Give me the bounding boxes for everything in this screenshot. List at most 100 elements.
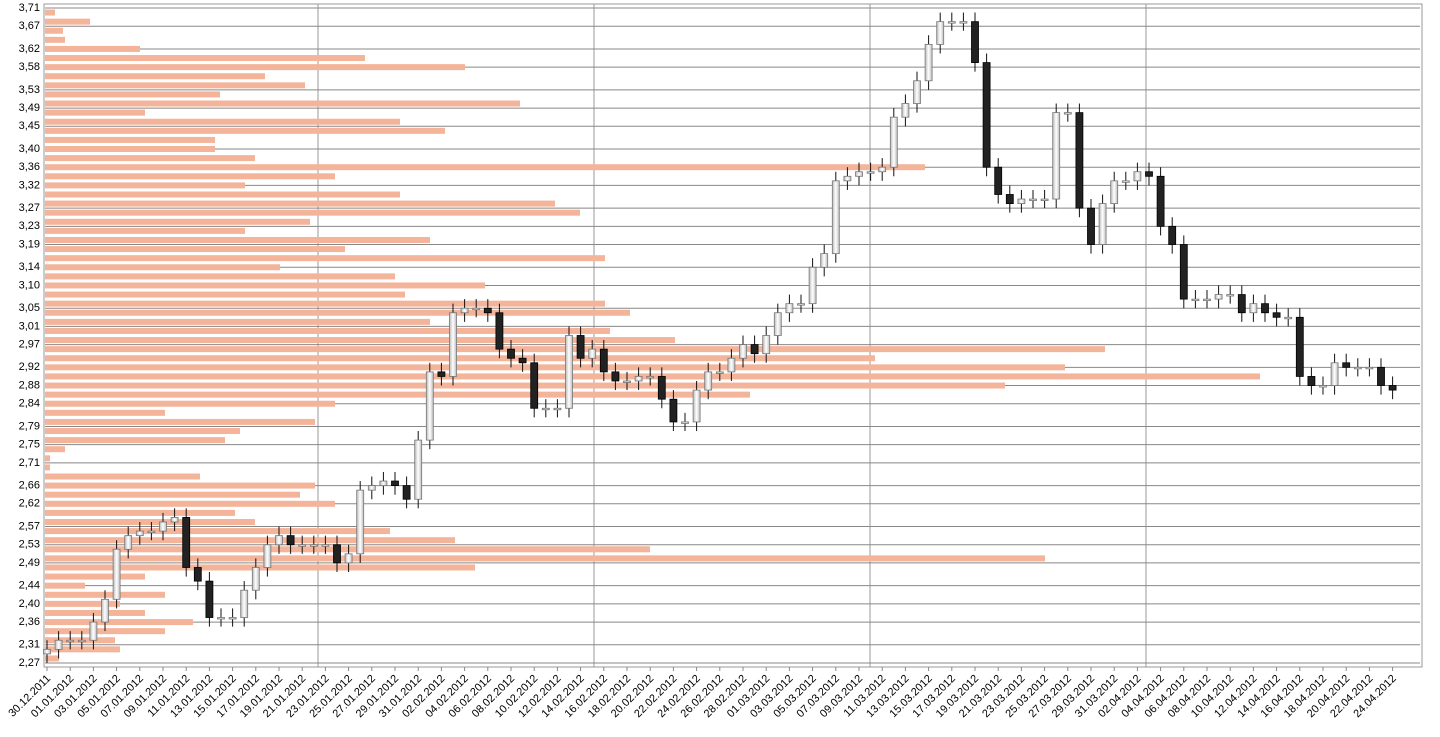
volume-profile-bar [45,291,405,298]
candle-body [483,307,492,314]
candle-body [321,544,330,547]
candle-body [971,21,979,63]
volume-profile-bar [45,127,445,134]
candle-body [889,116,898,168]
candle-body [391,480,399,487]
volume-profile-bar [45,546,650,553]
candle-body [715,371,724,374]
candle-body [704,371,713,391]
candle-body [1365,366,1374,370]
candle-body [947,21,956,24]
candle-body [1121,180,1130,183]
volume-profile-bar [45,173,335,180]
candle-body [518,357,527,364]
candle-body [425,371,434,441]
volume-profile-bar [45,555,1045,562]
volume-profile-bar [45,491,300,498]
y-tick-label: 2,53 [19,539,40,551]
candle-body [1226,294,1235,297]
volume-profile-bar [45,646,120,653]
candle-body [472,307,481,311]
candle-body [54,639,63,650]
volume-profile-bar [45,155,255,162]
volume-profile-bar [45,246,345,253]
y-tick-label: 3,23 [19,220,40,232]
volume-profile-bar [45,309,630,316]
y-tick-label: 3,45 [19,120,40,132]
candle-body [495,312,504,350]
volume-profile-bar [45,446,65,453]
candle-body [1214,294,1223,300]
candle-body [170,517,179,523]
y-tick-label: 2,79 [19,420,40,432]
volume-profile-bar [45,18,90,25]
y-tick-label: 3,14 [19,261,40,273]
volume-profile-bar [45,182,245,189]
volume-profile-bar [45,136,215,143]
volume-profile-bar [45,600,120,607]
volume-profile-bar [45,573,145,580]
candle-body [1110,180,1119,204]
candle-body [773,312,782,336]
volume-profile-bar [45,146,215,153]
candle-body [1052,112,1061,200]
candle-body [1353,366,1362,370]
candle-body [1307,376,1316,386]
candle-body [855,171,863,177]
candle-body [866,171,875,174]
y-tick-label: 3,53 [19,84,40,96]
volume-profile-bar [45,218,310,225]
candle-body [1179,244,1188,300]
candle-body [43,648,51,655]
y-tick-label: 3,27 [19,202,40,214]
candle-body [217,617,225,620]
volume-profile-bar [45,337,675,344]
candle-body [193,567,202,582]
candle-body [1261,303,1269,314]
volume-profile-bar [45,118,400,125]
candle-body [1156,175,1165,227]
volume-profile-bar [45,355,875,362]
volume-profile-bar [45,509,235,516]
y-tick-label: 3,67 [19,20,40,32]
volume-profile-bar [45,282,485,289]
candle-body [1272,312,1281,318]
candle-body [576,335,585,359]
candle-body [646,376,655,379]
candle-body [367,485,376,491]
candle-body [681,421,689,424]
candle-body [1040,198,1049,201]
y-tick-label: 3,05 [19,302,40,314]
y-tick-label: 3,10 [19,279,40,291]
y-tick-label: 2,27 [19,657,40,669]
volume-profile-bar [45,264,280,271]
volume-profile-bar [45,27,63,34]
candle-body [820,253,829,268]
candle-body [959,21,968,24]
candle-body [182,517,191,568]
candle-body [205,580,214,618]
candle-body [66,639,75,643]
volume-profile-bar [45,91,220,98]
y-tick-label: 3,71 [19,2,40,14]
volume-profile-bar [45,273,395,280]
candle-body [541,407,550,411]
candle-body [1098,203,1107,245]
y-tick-label: 2,44 [19,580,40,592]
volume-profile-bar [45,236,430,243]
candle-body [1029,198,1037,201]
candle-body [1319,385,1327,388]
candle-body [77,639,86,643]
candle-body [692,389,701,423]
candle-body [634,376,643,382]
volume-profile-bar [45,528,390,535]
candle-body [808,266,817,305]
candle-body [263,544,272,568]
candle-body [228,617,237,620]
candle-body [402,485,411,500]
volume-profile-bar [45,55,365,62]
volume-profile-bar [45,400,335,407]
y-tick-label: 3,36 [19,161,40,173]
candle-body [460,307,469,314]
